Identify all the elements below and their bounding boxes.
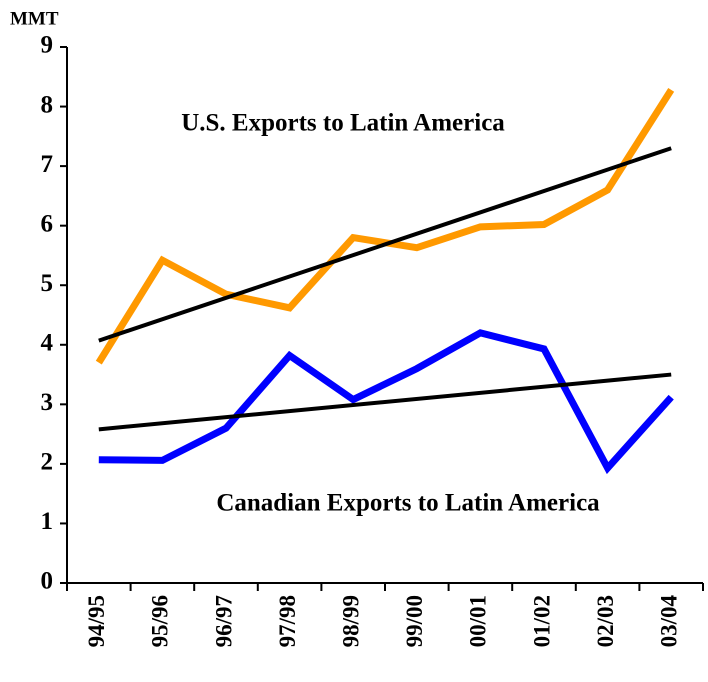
y-tick-label: 9 — [41, 32, 54, 59]
y-tick-label: 0 — [41, 568, 54, 595]
y-tick-label: 4 — [41, 330, 54, 357]
y-tick-label: 6 — [41, 210, 54, 237]
x-tick-label: 99/00 — [402, 595, 427, 647]
x-tick-label: 98/99 — [338, 595, 363, 647]
series-label: Canadian Exports to Latin America — [216, 490, 600, 517]
x-tick-label: 96/97 — [211, 595, 236, 647]
y-unit-label: MMT — [10, 8, 59, 29]
series-label: U.S. Exports to Latin America — [181, 110, 505, 137]
y-tick-label: 3 — [41, 389, 54, 416]
y-tick-label: 1 — [41, 508, 54, 535]
x-tick-label: 94/95 — [84, 595, 109, 647]
x-tick-label: 01/02 — [529, 595, 554, 647]
y-tick-label: 7 — [41, 151, 54, 178]
x-tick-label: 03/04 — [656, 595, 681, 648]
x-tick-label: 02/03 — [593, 595, 618, 647]
y-tick-label: 5 — [41, 270, 54, 297]
trend-line — [98, 372, 672, 432]
x-tick-label: 95/96 — [148, 595, 173, 647]
x-tick-label: 00/01 — [466, 595, 491, 647]
trend-line — [98, 146, 672, 343]
x-tick-label: 97/98 — [275, 595, 300, 647]
y-tick-label: 2 — [41, 449, 54, 476]
y-tick-label: 8 — [41, 91, 54, 118]
series-line — [98, 329, 674, 475]
